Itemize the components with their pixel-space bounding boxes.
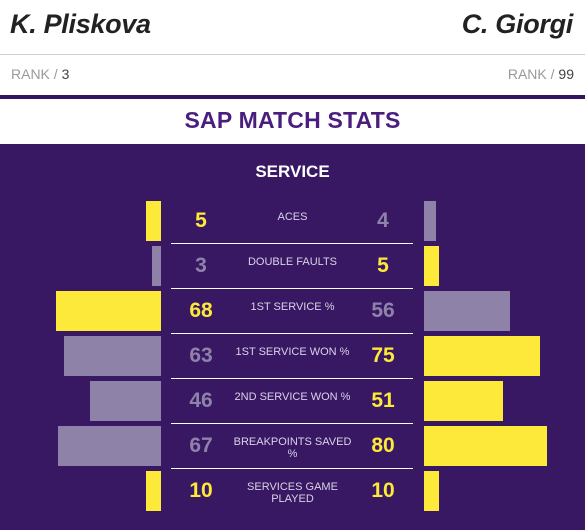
left-stat-bar	[152, 246, 161, 286]
left-stat-bar	[56, 291, 161, 331]
right-stat-value: 75	[371, 344, 395, 367]
right-stat-bar	[424, 471, 439, 511]
stat-label: DOUBLE FAULTS	[247, 256, 338, 268]
row-divider	[171, 333, 413, 334]
row-divider	[171, 378, 413, 379]
rank-label: RANK /	[11, 66, 62, 82]
right-stat-value: 5	[377, 254, 389, 277]
rank-value: 99	[558, 66, 574, 82]
rank-value: 3	[61, 66, 70, 82]
left-stat-bar	[146, 201, 161, 241]
left-stat-value: 67	[189, 434, 213, 457]
page-title: SAP MATCH STATS	[184, 107, 401, 133]
left-stat-bar	[58, 426, 161, 466]
player-left-rank: RANK / 3	[11, 66, 69, 82]
stat-label: 1ST SERVICE WON %	[235, 346, 350, 358]
row-divider	[171, 468, 413, 469]
right-stat-bar	[424, 246, 439, 286]
right-stat-value: 51	[371, 389, 395, 412]
right-stat-value: 80	[371, 434, 395, 457]
stat-label: BREAKPOINTS SAVED %	[233, 436, 352, 460]
left-stat-bar	[146, 471, 161, 511]
player-right-name: C. Giorgi	[461, 9, 574, 39]
right-stat-bar	[424, 201, 436, 241]
right-stat-value: 56	[371, 299, 395, 322]
stat-label: ACES	[277, 211, 308, 223]
right-stat-value: 10	[371, 479, 395, 502]
stat-label: 1ST SERVICE %	[250, 301, 335, 313]
stat-label: SERVICES GAME PLAYED	[247, 481, 338, 505]
row-divider	[171, 288, 413, 289]
left-stat-value: 5	[195, 209, 207, 232]
rank-label: RANK /	[507, 66, 559, 82]
right-stat-bar	[424, 381, 503, 421]
match-header: K. Pliskova C. Giorgi	[0, 0, 585, 55]
player-left-name: K. Pliskova	[10, 9, 151, 39]
accent-divider	[0, 95, 585, 99]
left-stat-value: 10	[189, 479, 213, 502]
row-divider	[171, 423, 413, 424]
right-stat-bar	[424, 336, 540, 376]
stat-label: 2ND SERVICE WON %	[234, 391, 351, 403]
player-right-rank: RANK / 99	[508, 66, 574, 82]
left-stat-value: 68	[189, 299, 213, 322]
row-divider	[171, 243, 413, 244]
left-stat-bar	[64, 336, 161, 376]
section-heading: SERVICE	[255, 162, 330, 181]
right-stat-bar	[424, 426, 547, 466]
left-stat-value: 63	[189, 344, 213, 367]
rank-row: RANK / 3 RANK / 99	[0, 55, 585, 95]
right-stat-value: 4	[377, 209, 389, 232]
left-stat-bar	[90, 381, 161, 421]
right-stat-bar	[424, 291, 510, 331]
title-bar: SAP MATCH STATS	[0, 99, 585, 144]
left-stat-value: 46	[189, 389, 213, 412]
left-stat-value: 3	[195, 254, 207, 277]
